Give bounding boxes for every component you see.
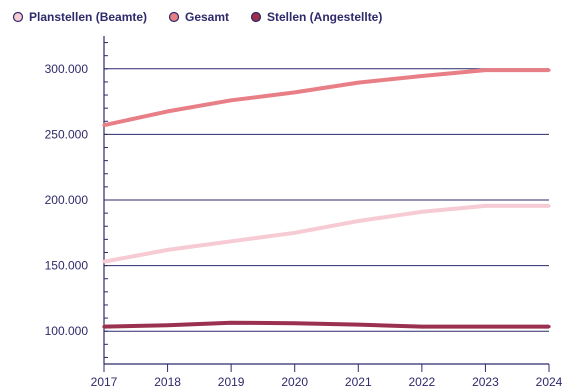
data-point-2-2020 [293, 321, 297, 325]
series-line-0 [103, 203, 549, 264]
x-tick-label-2019: 2019 [218, 375, 245, 389]
data-point-2-2022 [420, 325, 424, 329]
x-tick-label-2017: 2017 [91, 375, 118, 389]
y-tick-label-4: 300.000 [45, 62, 89, 76]
x-tick-label-2018: 2018 [154, 375, 181, 389]
data-point-1-2022 [420, 74, 424, 78]
data-point-2-2023 [483, 325, 488, 329]
data-point-2-2021 [356, 323, 360, 327]
x-tick-label-2021: 2021 [345, 375, 372, 389]
data-point-1-2017 [102, 123, 106, 127]
data-point-1-2021 [356, 80, 360, 85]
x-tick-label-2020: 2020 [281, 375, 308, 389]
y-tick-label-2: 200.000 [45, 193, 89, 207]
legend: Planstellen (Beamte) Gesamt Stellen (Ang… [12, 10, 382, 24]
data-point-1-2020 [293, 90, 297, 95]
data-point-2-2019 [229, 321, 233, 325]
y-tick-label-3: 250.000 [45, 127, 89, 141]
data-point-0-2024 [547, 204, 551, 208]
data-point-0-2021 [356, 219, 360, 223]
plot-area: 100.000 150.000 200.000 250.000 300.000 2017 2… [45, 36, 563, 389]
legend-marker-planstellen [12, 11, 24, 23]
data-point-0-2019 [229, 239, 233, 243]
legend-label-planstellen: Planstellen (Beamte) [29, 10, 147, 24]
data-point-0-2017 [102, 260, 106, 264]
y-tick-label-1: 150.000 [45, 259, 89, 273]
y-tick-label-0: 100.000 [45, 324, 89, 338]
data-point-2-2018 [165, 323, 170, 327]
x-tick-label-2023: 2023 [472, 375, 499, 389]
series-line-2 [103, 320, 549, 329]
data-point-1-2018 [165, 109, 170, 114]
legend-item-gesamt: Gesamt [168, 10, 229, 24]
legend-marker-angestellte [250, 11, 262, 23]
legend-label-angestellte: Stellen (Angestellte) [267, 10, 382, 24]
legend-item-angestellte: Stellen (Angestellte) [250, 10, 382, 24]
legend-label-gesamt: Gesamt [185, 10, 229, 24]
data-point-1-2019 [229, 98, 233, 102]
data-point-0-2022 [420, 210, 424, 214]
legend-item-planstellen: Planstellen (Beamte) [12, 10, 147, 24]
data-point-2-2024 [547, 325, 551, 329]
data-point-1-2024 [547, 68, 551, 72]
data-point-1-2023 [483, 68, 488, 72]
x-tick-label-2024: 2024 [536, 375, 563, 389]
data-point-0-2023 [483, 204, 488, 208]
legend-marker-gesamt [168, 11, 180, 23]
data-point-0-2020 [293, 231, 297, 235]
data-point-2-2017 [102, 325, 106, 329]
data-point-0-2018 [165, 248, 170, 252]
x-tick-label-2022: 2022 [409, 375, 436, 389]
series-line-1 [103, 68, 549, 128]
